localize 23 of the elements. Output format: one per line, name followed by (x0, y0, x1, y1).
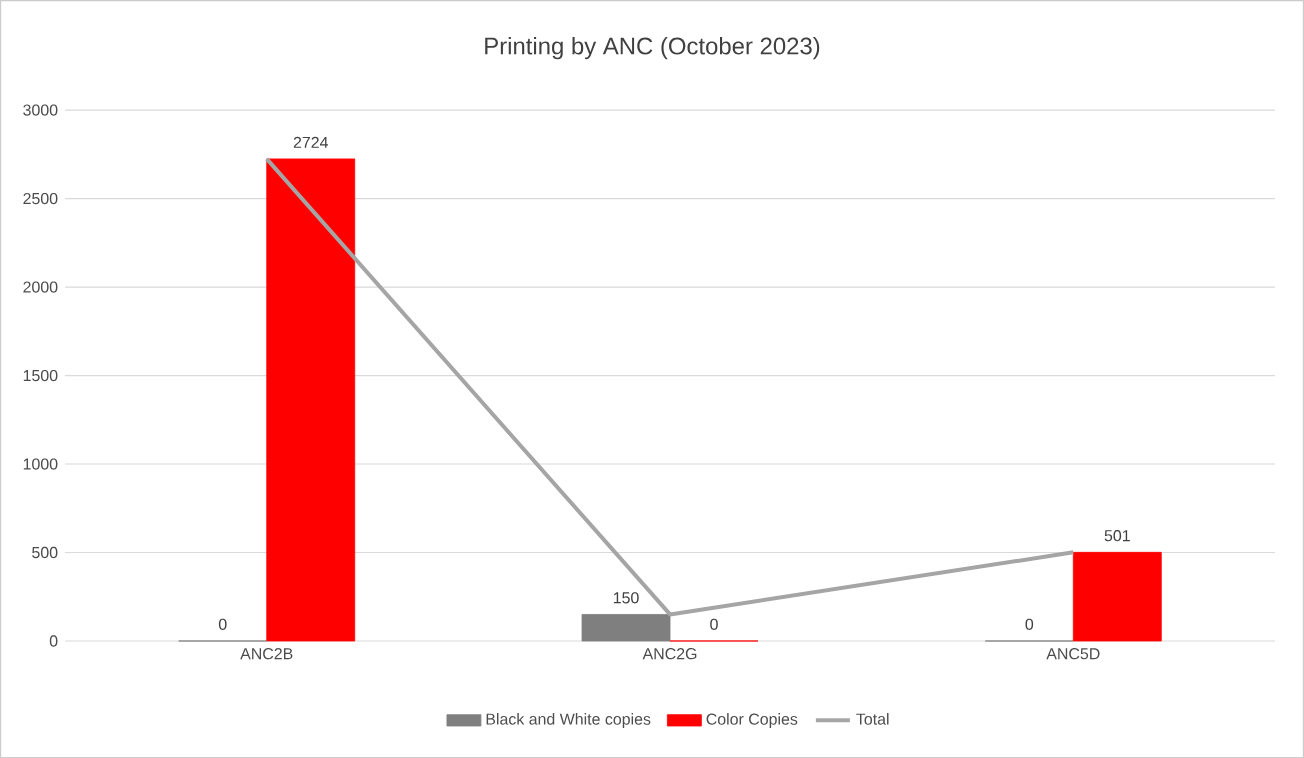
x-tick-label: ANC2B (240, 648, 293, 660)
legend-label: Total (856, 713, 889, 725)
y-tick-label: 1500 (23, 369, 58, 382)
y-tick-label: 3000 (23, 104, 58, 116)
data-label: 150 (613, 592, 639, 604)
bar (581, 614, 671, 642)
data-label: 0 (218, 618, 227, 630)
x-tick-label: ANC2G (642, 648, 697, 660)
y-tick-label: 2000 (23, 281, 58, 293)
bar (266, 158, 356, 642)
data-label: 0 (1025, 618, 1034, 630)
legend-label: Color Copies (706, 713, 798, 728)
x-tick-label: ANC5D (1046, 648, 1100, 660)
y-tick-label: 500 (32, 546, 58, 559)
y-tick-label: 2500 (23, 192, 58, 205)
data-label: 0 (710, 618, 718, 630)
data-label: 501 (1104, 529, 1130, 542)
chart-title: Printing by ANC (October 2023) (485, 36, 820, 60)
bar (1072, 551, 1162, 642)
legend-label: Black and White copies (486, 713, 651, 728)
data-label: 2724 (293, 136, 328, 148)
y-tick-label: 1000 (23, 458, 58, 470)
y-tick-label: 0 (49, 635, 58, 647)
